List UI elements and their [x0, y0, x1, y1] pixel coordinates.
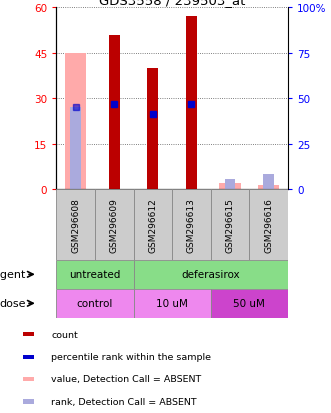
- Bar: [186, 17, 197, 190]
- Bar: [133, 190, 172, 260]
- Text: GSM296616: GSM296616: [264, 198, 273, 252]
- Bar: [56, 289, 133, 318]
- Text: dose: dose: [0, 299, 26, 309]
- Text: percentile rank within the sample: percentile rank within the sample: [51, 353, 211, 361]
- Text: GSM296609: GSM296609: [110, 198, 119, 252]
- Text: value, Detection Call = ABSENT: value, Detection Call = ABSENT: [51, 375, 201, 383]
- Bar: [23, 377, 34, 381]
- Bar: [56, 190, 95, 260]
- Bar: [211, 190, 249, 260]
- Text: 50 uM: 50 uM: [233, 299, 265, 309]
- Text: GSM296613: GSM296613: [187, 198, 196, 252]
- Bar: [258, 185, 279, 190]
- Title: GDS3558 / 239503_at: GDS3558 / 239503_at: [99, 0, 245, 7]
- Bar: [211, 289, 288, 318]
- Bar: [23, 399, 34, 404]
- Bar: [65, 54, 86, 190]
- Text: deferasirox: deferasirox: [181, 270, 240, 280]
- Bar: [172, 190, 211, 260]
- Text: rank, Detection Call = ABSENT: rank, Detection Call = ABSENT: [51, 397, 197, 406]
- Text: control: control: [77, 299, 113, 309]
- Bar: [133, 260, 288, 289]
- Bar: [147, 69, 158, 190]
- Text: agent: agent: [0, 270, 26, 280]
- Text: count: count: [51, 330, 78, 339]
- Text: 10 uM: 10 uM: [156, 299, 188, 309]
- Text: untreated: untreated: [69, 270, 120, 280]
- Bar: [56, 260, 133, 289]
- Text: GSM296615: GSM296615: [225, 198, 235, 252]
- Bar: [23, 332, 34, 337]
- Bar: [95, 190, 133, 260]
- Bar: [23, 355, 34, 359]
- Bar: [219, 184, 241, 190]
- Bar: [249, 190, 288, 260]
- Bar: [109, 36, 119, 190]
- Text: GSM296612: GSM296612: [148, 198, 157, 252]
- Bar: [263, 175, 274, 190]
- Bar: [225, 179, 235, 190]
- Bar: [70, 108, 81, 190]
- Text: GSM296608: GSM296608: [71, 198, 80, 252]
- Bar: [133, 289, 211, 318]
